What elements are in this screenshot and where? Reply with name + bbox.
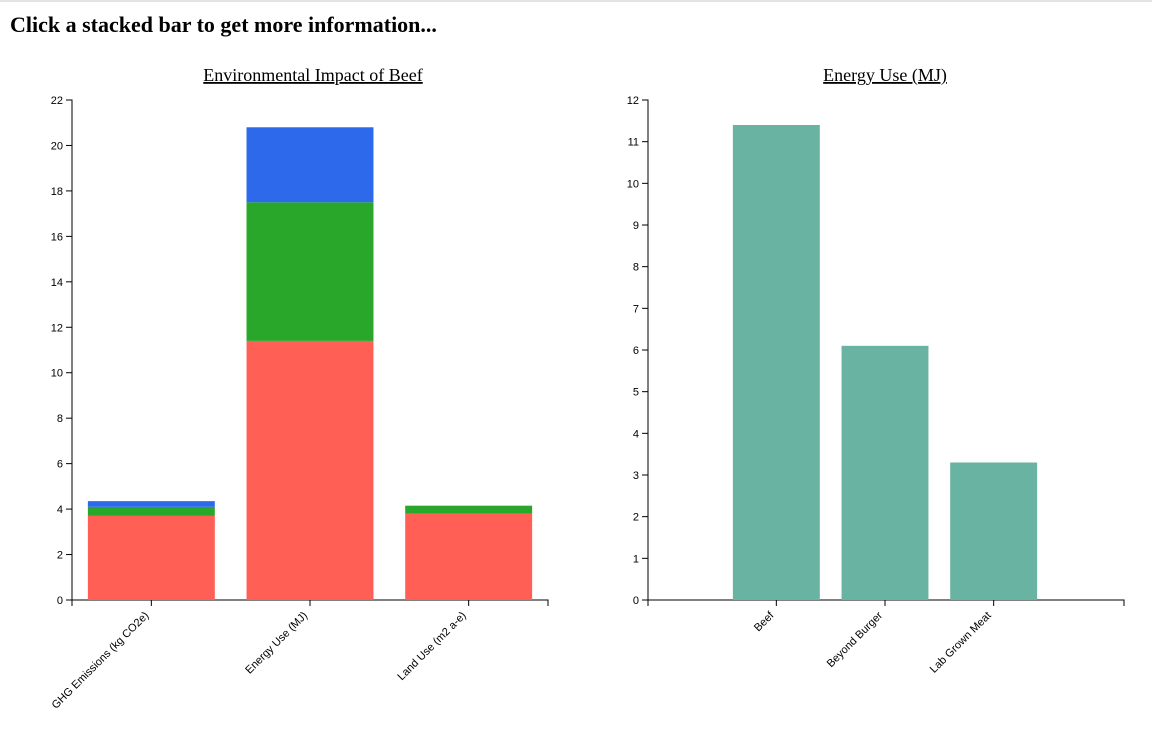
y-tick-label: 5 (633, 387, 639, 399)
y-tick-label: 0 (57, 595, 63, 607)
y-tick-label: 10 (627, 178, 639, 190)
y-tick-label: 3 (633, 470, 639, 482)
page-heading: Click a stacked bar to get more informat… (10, 12, 437, 37)
bar-energy-use-mj-segment-3[interactable] (246, 127, 374, 203)
chart-title: Environmental Impact of Beef (203, 65, 422, 85)
y-tick-label: 11 (628, 137, 639, 149)
bar-energy-use-mj-segment-1[interactable] (246, 340, 374, 600)
y-tick-label: 4 (57, 504, 63, 516)
y-tick-label: 22 (51, 95, 63, 107)
stacked-bar-chart: Environmental Impact of Beef 0 2 4 6 8 10 12 14 1… (50, 65, 549, 711)
y-tick-label: 9 (633, 220, 639, 232)
y-tick-label: 12 (627, 95, 639, 107)
x-axis (647, 599, 1125, 606)
chart-title: Energy Use (MJ) (823, 65, 947, 86)
y-tick-label: 12 (51, 322, 63, 334)
bar-ghg-emissions-kg-co2e-segment-1[interactable] (87, 515, 215, 600)
x-tick-label: Beyond Burger (825, 609, 886, 670)
y-tick-label: 8 (633, 262, 639, 274)
y-tick-label: 20 (51, 140, 63, 152)
y-tick-label: 10 (51, 368, 63, 380)
x-tick-label: Beef (752, 609, 777, 634)
bar-lab-grown-meat (950, 462, 1038, 600)
bar-ghg-emissions-kg-co2e-segment-3[interactable] (87, 501, 215, 507)
bar-land-use-m2-a-e-segment-1[interactable] (405, 513, 533, 600)
y-tick-label: 4 (633, 428, 639, 440)
y-tick-label: 16 (51, 231, 63, 243)
y-tick-label: 6 (57, 459, 63, 471)
y-tick-label: 14 (51, 277, 63, 289)
y-tick-label: 0 (633, 595, 639, 607)
y-tick-label: 2 (633, 512, 639, 524)
y-tick-label: 2 (57, 550, 63, 562)
y-tick-label: 18 (51, 186, 63, 198)
y-tick-label: 6 (633, 345, 639, 357)
bar-energy-use-mj-segment-2[interactable] (246, 202, 374, 341)
top-border (0, 0, 1152, 2)
y-tick-label: 7 (633, 303, 639, 315)
y-tick-label: 8 (57, 413, 63, 425)
y-tick-label: 1 (633, 553, 639, 565)
bar-ghg-emissions-kg-co2e-segment-2[interactable] (87, 506, 215, 516)
x-tick-label: Lab Grown Meat (928, 610, 994, 676)
bar-beyond-burger (841, 345, 929, 600)
bar-beef (732, 125, 820, 600)
bar-land-use-m2-a-e-segment-2[interactable] (405, 505, 533, 514)
